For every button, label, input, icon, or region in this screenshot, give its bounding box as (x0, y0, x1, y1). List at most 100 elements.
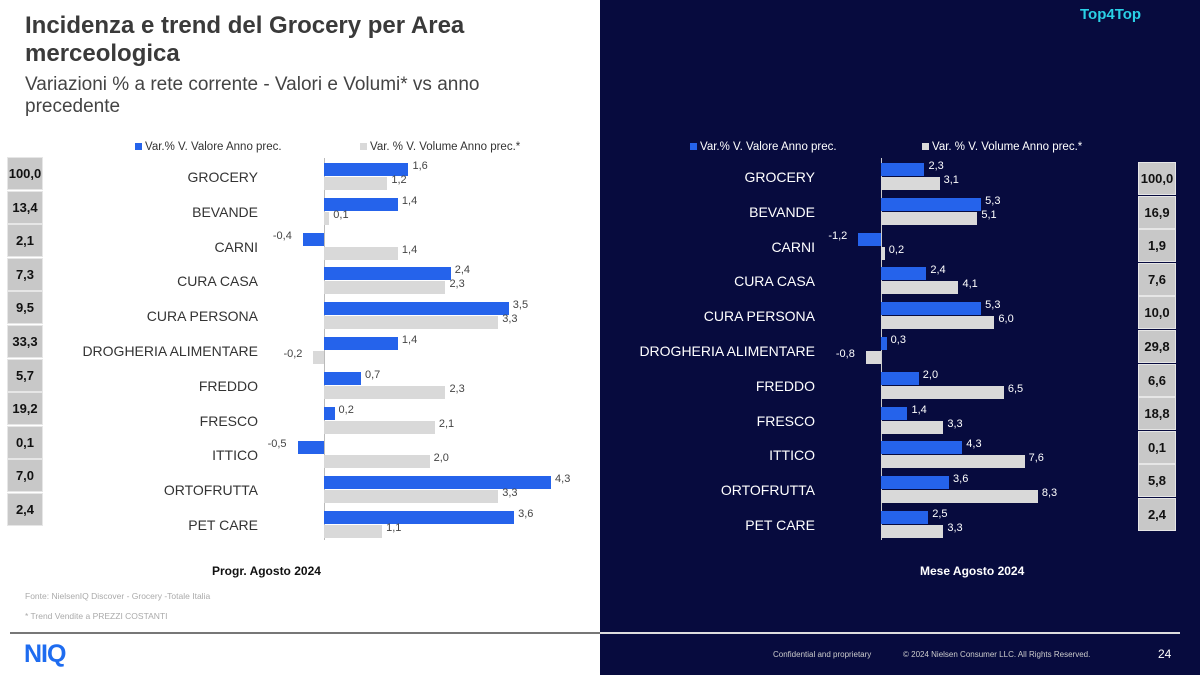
category-label: ORTOFRUTTA (163, 482, 258, 499)
data-label: 3,1 (943, 174, 959, 186)
bar-volume (324, 177, 388, 190)
data-label: 4,1 (962, 278, 978, 291)
data-label: 5,1 (981, 208, 997, 221)
data-label: 4,3 (555, 473, 571, 486)
copyright-text: © 2024 Nielsen Consumer LLC. All Rights … (903, 650, 1091, 659)
data-label: 0,3 (890, 334, 906, 346)
data-label: 6,0 (998, 313, 1014, 326)
bar-volume (881, 525, 944, 538)
category-label: CARNI (214, 238, 258, 255)
bar-valore (324, 406, 335, 420)
data-label: -0,4 (272, 229, 292, 242)
bar-valore (324, 371, 361, 385)
data-label: 3,3 (502, 487, 518, 500)
data-label: -0,5 (267, 438, 287, 451)
incidenza-cell: 9,5 (7, 291, 43, 325)
bar-volume (881, 490, 1038, 504)
bar-valore (881, 302, 982, 316)
data-label: 1,4 (911, 403, 927, 416)
category-label: FREDDO (755, 377, 815, 394)
data-label: 5,3 (985, 299, 1001, 312)
data-label: 1,4 (401, 243, 418, 256)
bar-valore (881, 197, 982, 211)
data-label: 2,3 (928, 160, 944, 172)
data-label: 3,5 (512, 299, 529, 312)
bar-valore (881, 476, 950, 490)
data-label: 1,2 (391, 174, 407, 186)
category-label: FRESCO (756, 412, 815, 429)
data-label: 2,4 (930, 264, 946, 277)
bar-volume (313, 351, 324, 364)
category-label: CARNI (771, 238, 815, 255)
incidenza-cell: 18,8 (1138, 397, 1176, 431)
legend-swatch (922, 143, 929, 150)
bar-valore (881, 371, 919, 385)
incidenza-cell: 1,9 (1138, 229, 1176, 263)
bar-valore (881, 511, 929, 524)
category-label: BEVANDE (192, 203, 258, 220)
incidenza-cell: 0,1 (1138, 430, 1176, 464)
brand-tag: Top4Top (1080, 6, 1142, 23)
data-label: 6,5 (1007, 382, 1024, 395)
legend-item: Var.% V. Valore Anno prec. (690, 141, 837, 153)
incidenza-cell: 7,0 (7, 459, 43, 493)
legend-swatch (135, 143, 142, 150)
bar-volume (324, 490, 499, 504)
bar-volume (324, 420, 435, 434)
bar-volume (881, 211, 978, 225)
bar-valore (324, 511, 515, 524)
data-label: 7,6 (1028, 452, 1044, 465)
legend-item: Var. % V. Volume Anno prec.* (360, 141, 520, 153)
incidenza-cell: 19,2 (7, 392, 43, 426)
incidenza-cell: 6,6 (1138, 363, 1176, 397)
bar-volume (881, 177, 940, 190)
bar-valore (297, 441, 324, 455)
category-label: FRESCO (199, 412, 258, 429)
legend-label: Var. % V. Volume Anno prec.* (370, 141, 521, 153)
data-label: 1,4 (401, 334, 418, 346)
bar-volume (881, 385, 1004, 399)
bar-valore (324, 163, 409, 176)
incidenza-cell: 5,8 (1138, 464, 1176, 498)
legend-label: Var.% V. Valore Anno prec. (145, 141, 282, 153)
data-label: 3,6 (518, 508, 534, 520)
legend-label: Var. % V. Volume Anno prec.* (932, 141, 1083, 153)
bar-valore (881, 406, 908, 420)
category-label: PET CARE (188, 517, 258, 533)
incidenza-cell: 7,6 (1138, 262, 1176, 296)
bar-valore (881, 441, 963, 455)
incidenza-cell: 13,4 (7, 190, 43, 224)
bar-valore (881, 337, 887, 350)
incidenza-cell: 2,1 (7, 224, 43, 258)
data-label: 3,3 (947, 417, 963, 430)
category-label: ORTOFRUTTA (720, 482, 815, 499)
legend-label: Var.% V. Valore Anno prec. (700, 141, 837, 153)
bar-volume (324, 211, 330, 225)
category-label: DROGHERIA ALIMENTARE (82, 343, 258, 359)
bar-valore (324, 476, 552, 490)
incidenza-cell: 2,4 (7, 493, 43, 526)
legend-item: Var.% V. Valore Anno prec. (135, 141, 282, 153)
data-label: 0,2 (338, 403, 354, 416)
data-label: 2,4 (454, 264, 471, 277)
page-title: Incidenza e trend del Grocery per Area m… (25, 12, 465, 67)
bar-valore (324, 267, 451, 281)
data-label: 3,3 (502, 313, 518, 326)
data-label: 4,3 (966, 438, 982, 451)
page-number: 24 (1158, 647, 1172, 661)
incidenza-cell: 2,4 (1138, 498, 1176, 531)
niq-logo: NIQ (24, 640, 66, 668)
bar-volume (881, 455, 1025, 469)
incidenza-cell: 100,0 (7, 157, 43, 190)
bar-volume (865, 351, 881, 364)
category-label: ITTICO (769, 447, 815, 464)
incidenza-cell: 16,9 (1138, 195, 1176, 229)
category-label: CURA CASA (177, 273, 258, 290)
incidenza-cell: 33,3 (7, 325, 43, 358)
data-label: 3,3 (947, 522, 963, 534)
bar-volume (881, 316, 995, 330)
chart-title-progr: Progr. Agosto 2024 (212, 564, 321, 578)
category-label: CURA PERSONA (146, 308, 258, 325)
incidenza-cell: 0,1 (7, 425, 43, 459)
